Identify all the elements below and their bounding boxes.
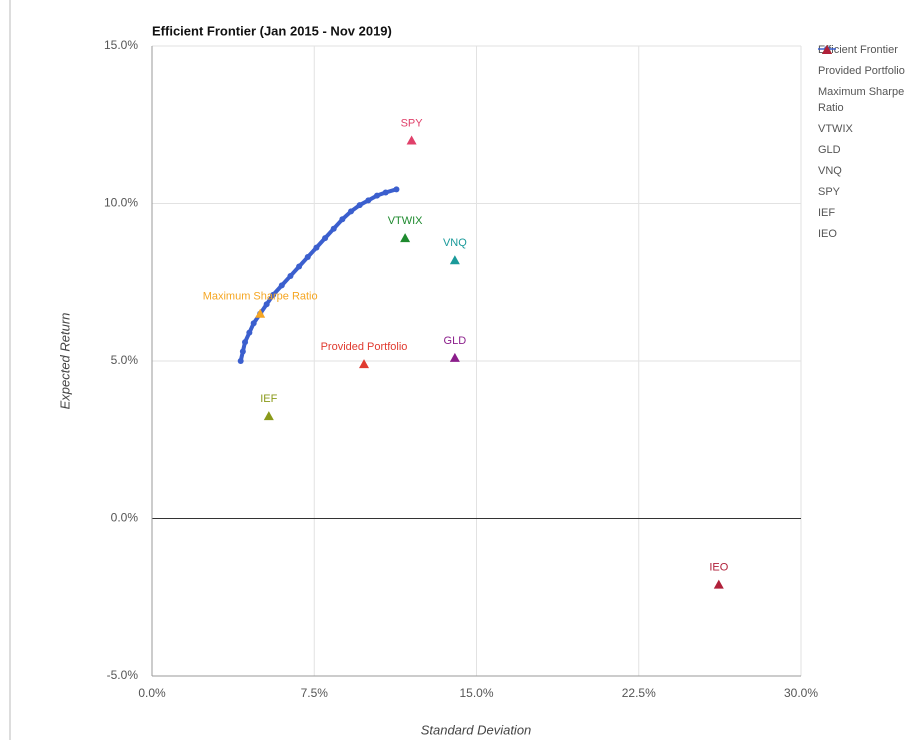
y-axis-title: Expected Return	[57, 313, 72, 410]
point-label: Provided Portfolio	[321, 341, 408, 353]
frontier-point	[270, 291, 277, 298]
y-tick-label: 15.0%	[104, 38, 138, 52]
asset-marker	[255, 308, 266, 318]
frontier-point	[246, 329, 253, 336]
point-label: Maximum Sharpe Ratio	[203, 291, 318, 303]
frontier-point	[313, 244, 320, 251]
frontier-point	[365, 197, 372, 204]
frontier-point	[263, 301, 270, 308]
frontier-point	[304, 254, 311, 261]
legend-item: IEF	[818, 45, 910, 221]
frontier-point	[330, 225, 337, 232]
point-label: GLD	[444, 335, 467, 347]
frontier-point	[356, 202, 363, 209]
asset-marker	[263, 411, 274, 421]
legend-label: IEF	[818, 207, 836, 219]
frontier-point	[339, 216, 346, 223]
legend-label: IEO	[818, 228, 837, 240]
legend-swatch	[822, 45, 832, 54]
point-label: VTWIX	[388, 215, 423, 227]
x-tick-label: 22.5%	[622, 686, 656, 700]
frontier-point	[278, 282, 285, 289]
point-label: SPY	[401, 117, 424, 129]
legend-item: SPY	[818, 45, 910, 200]
legend-item: Provided Portfolio	[818, 45, 910, 79]
legend-label: VNQ	[818, 165, 842, 177]
y-tick-label: 5.0%	[111, 353, 139, 367]
frontier-point	[296, 263, 303, 270]
y-tick-label: 0.0%	[111, 511, 139, 525]
asset-marker	[359, 359, 370, 369]
legend-item: GLD	[818, 45, 910, 158]
x-axis-title: Standard Deviation	[421, 722, 532, 737]
point-label: VNQ	[443, 237, 467, 249]
frontier-point	[237, 358, 244, 364]
frontier-line	[238, 187, 398, 362]
frontier-point	[287, 272, 294, 279]
frontier-point	[250, 320, 257, 327]
legend-item: Maximum Sharpe Ratio	[818, 45, 910, 116]
y-tick-label: -5.0%	[107, 668, 139, 682]
point-label: IEF	[260, 393, 277, 405]
asset-marker	[400, 233, 411, 243]
asset-marker	[449, 255, 460, 265]
legend-label: Maximum Sharpe Ratio	[818, 86, 905, 114]
frontier-point	[393, 186, 400, 193]
frontier-point	[322, 235, 329, 242]
legend-label: SPY	[818, 186, 841, 198]
frontier-point	[348, 208, 355, 215]
asset-marker	[449, 352, 460, 362]
legend: Efficient Frontier Provided Portfolio Maxi…	[818, 42, 910, 247]
legend-item: VNQ	[818, 45, 910, 179]
asset-marker	[713, 579, 724, 589]
frontier-point	[382, 189, 389, 196]
x-tick-label: 15.0%	[459, 686, 493, 700]
legend-label: Provided Portfolio	[818, 65, 905, 77]
frontier-point	[239, 348, 246, 355]
legend-label: VTWIX	[818, 123, 853, 135]
x-tick-label: 7.5%	[301, 686, 329, 700]
legend-label: Efficient Frontier	[818, 44, 898, 56]
chart-title: Efficient Frontier (Jan 2015 - Nov 2019)	[152, 23, 392, 38]
frontier-point	[373, 192, 380, 199]
legend-label: GLD	[818, 144, 841, 156]
x-tick-label: 30.0%	[784, 686, 818, 700]
y-tick-label: 10.0%	[104, 196, 138, 210]
frontier-point	[242, 339, 249, 346]
legend-item: IEO	[818, 45, 910, 242]
point-label: IEO	[709, 562, 728, 574]
legend-item: VTWIX	[818, 45, 910, 137]
asset-marker	[406, 135, 417, 145]
x-tick-label: 0.0%	[138, 686, 166, 700]
